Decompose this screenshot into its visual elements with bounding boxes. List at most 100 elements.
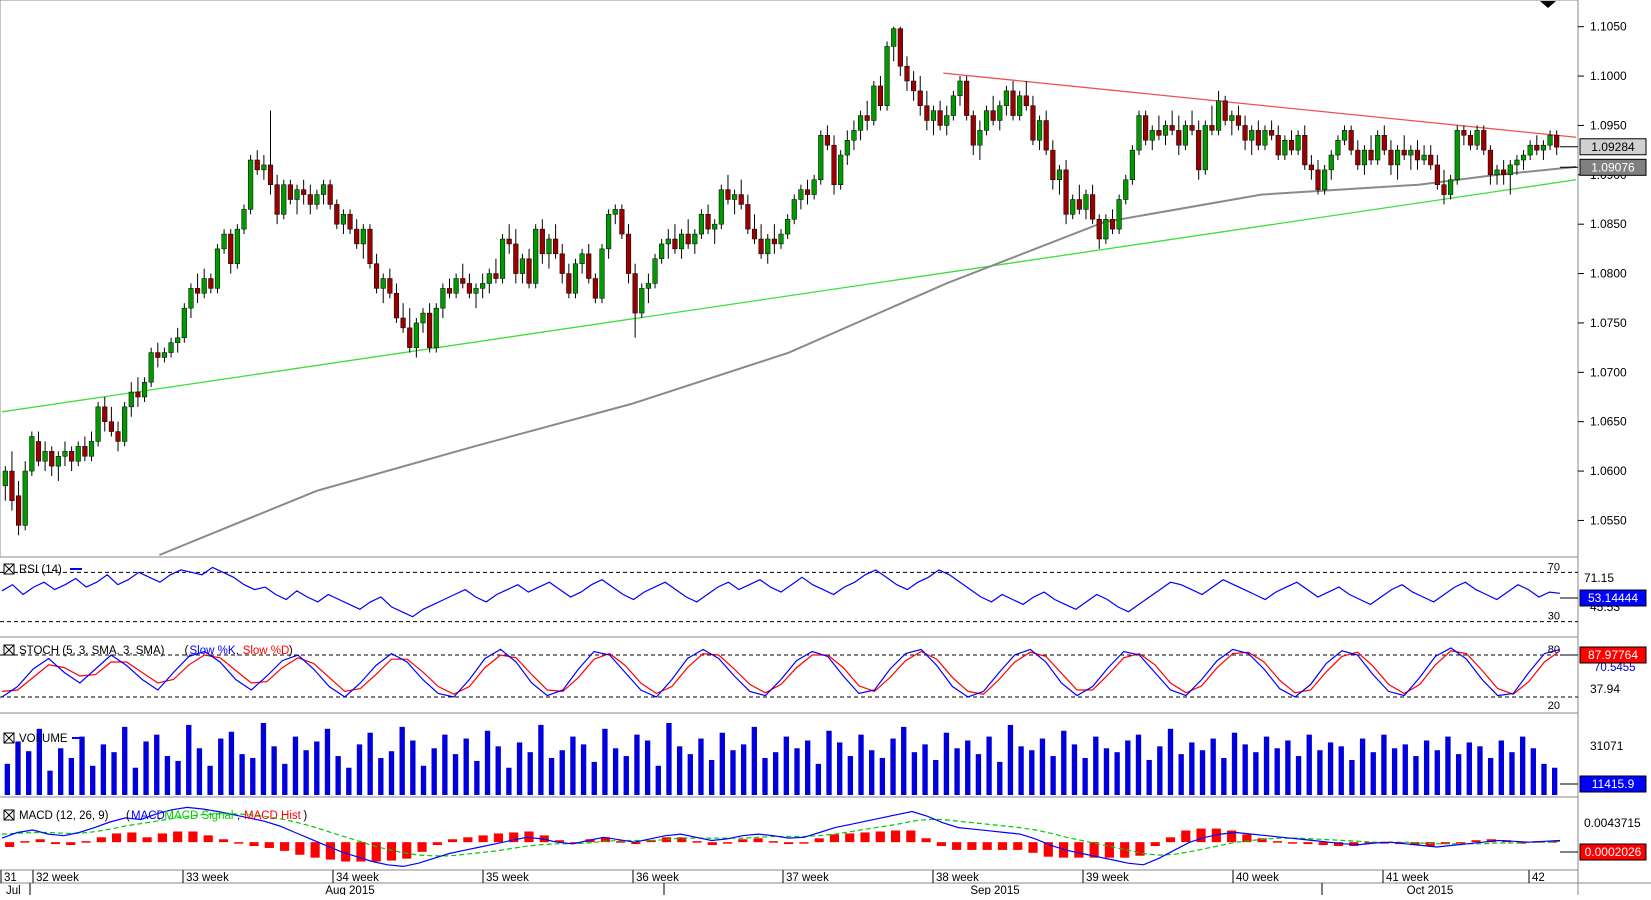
volume-bar[interactable] (1125, 740, 1131, 795)
candlestick[interactable] (1494, 164, 1500, 185)
volume-bar[interactable] (47, 770, 53, 795)
candlestick[interactable] (513, 229, 519, 284)
candlestick[interactable] (440, 283, 446, 318)
macd-hist-bar[interactable] (1165, 837, 1176, 843)
candlestick[interactable] (891, 26, 897, 62)
volume-bar[interactable] (1039, 738, 1046, 795)
candlestick[interactable] (234, 224, 240, 269)
macd-hist-bar[interactable] (234, 842, 244, 844)
candlestick[interactable] (314, 189, 320, 210)
candlestick[interactable] (1288, 130, 1295, 156)
candlestick[interactable] (791, 194, 797, 225)
macd-hist-bar[interactable] (1120, 842, 1130, 858)
macd-hist-bar[interactable] (631, 842, 641, 845)
candlestick[interactable] (1308, 155, 1314, 180)
volume-bar[interactable] (1263, 736, 1270, 795)
volume-bar[interactable] (1157, 746, 1163, 795)
macd-hist-bar[interactable] (341, 842, 351, 862)
macd-hist-bar[interactable] (325, 842, 335, 860)
volume-bar[interactable] (655, 765, 661, 795)
candlestick[interactable] (1540, 140, 1546, 160)
candlestick[interactable] (950, 90, 956, 121)
macd-hist-bar[interactable] (157, 833, 167, 843)
macd-hist-bar[interactable] (1456, 842, 1466, 844)
candlestick[interactable] (698, 209, 705, 239)
macd-hist-bar[interactable] (768, 841, 778, 843)
macd-hist-bar[interactable] (356, 842, 366, 862)
candlestick[interactable] (128, 382, 134, 417)
candlestick[interactable] (751, 214, 758, 244)
volume-bar[interactable] (612, 748, 619, 795)
candlestick[interactable] (1123, 174, 1129, 205)
candlestick[interactable] (49, 446, 55, 476)
volume-bar[interactable] (452, 754, 459, 795)
macd-hist-bar[interactable] (1150, 842, 1160, 847)
candlestick[interactable] (466, 273, 472, 299)
volume-bar[interactable] (1338, 746, 1344, 795)
candlestick[interactable] (546, 234, 552, 269)
volume-bar[interactable] (911, 752, 918, 795)
volume-bar[interactable] (1231, 732, 1238, 795)
volume-bar[interactable] (495, 746, 501, 795)
volume-bar[interactable] (1093, 736, 1099, 795)
candlestick[interactable] (738, 179, 744, 210)
volume-bar[interactable] (1498, 740, 1504, 795)
macd-hist-bar[interactable] (616, 841, 626, 843)
candlestick[interactable] (195, 273, 201, 304)
candlestick[interactable] (539, 219, 545, 264)
macd-hist-bar[interactable] (463, 837, 473, 843)
candlestick[interactable] (108, 406, 114, 437)
volume-bar[interactable] (1477, 746, 1483, 795)
macd-hist-bar[interactable] (921, 838, 931, 843)
macd-hist-bar[interactable] (1135, 842, 1145, 856)
candlestick[interactable] (413, 318, 419, 358)
candlestick[interactable] (267, 110, 274, 195)
volume-bar[interactable] (1381, 734, 1387, 795)
volume-bar[interactable] (442, 734, 448, 795)
volume-bar[interactable] (1071, 744, 1078, 795)
candlestick[interactable] (334, 199, 340, 230)
volume-bar[interactable] (1018, 746, 1024, 795)
volume-bar[interactable] (474, 760, 480, 795)
candlestick[interactable] (844, 130, 850, 165)
volume-bar[interactable] (100, 744, 107, 795)
volume-bar[interactable] (1487, 758, 1494, 795)
volume-bar[interactable] (698, 738, 704, 795)
candlestick[interactable] (35, 431, 42, 467)
candlestick[interactable] (1441, 169, 1447, 205)
volume-bar[interactable] (1167, 728, 1174, 795)
macd-hist-bar[interactable] (35, 839, 45, 843)
macd-hist-bar[interactable] (5, 842, 15, 847)
volume-bar[interactable] (634, 734, 640, 795)
volume-bar[interactable] (570, 736, 576, 795)
candlestick[interactable] (785, 214, 791, 239)
macd-hist-bar[interactable] (1303, 842, 1313, 845)
candlestick[interactable] (1514, 155, 1520, 175)
candlestick[interactable] (201, 268, 207, 299)
macd-hist-bar[interactable] (20, 841, 30, 843)
macd-hist-bar[interactable] (1013, 842, 1023, 850)
macd-hist-bar[interactable] (1272, 841, 1283, 843)
candlestick[interactable] (712, 219, 718, 244)
volume-bar[interactable] (1434, 750, 1440, 795)
volume-bar[interactable] (282, 763, 288, 795)
candlestick[interactable] (930, 105, 937, 136)
macd-hist-bar[interactable] (142, 837, 152, 843)
candlestick[interactable] (937, 100, 943, 131)
candlestick[interactable] (1056, 164, 1063, 195)
candlestick[interactable] (400, 303, 406, 333)
candlestick[interactable] (1209, 105, 1215, 136)
candlestick[interactable] (2, 466, 8, 501)
candlestick[interactable] (214, 243, 221, 294)
volume-bar[interactable] (484, 730, 491, 795)
candlestick[interactable] (420, 308, 426, 333)
candlestick[interactable] (559, 243, 565, 284)
candlestick[interactable] (970, 110, 976, 156)
macd-hist-bar[interactable] (997, 842, 1008, 850)
volume-bar[interactable] (399, 726, 405, 795)
macd-hist-bar[interactable] (310, 842, 320, 858)
volume-bar[interactable] (378, 758, 384, 795)
volume-bar[interactable] (516, 742, 523, 795)
volume-bar[interactable] (1530, 748, 1536, 795)
volume-bar[interactable] (356, 744, 363, 795)
